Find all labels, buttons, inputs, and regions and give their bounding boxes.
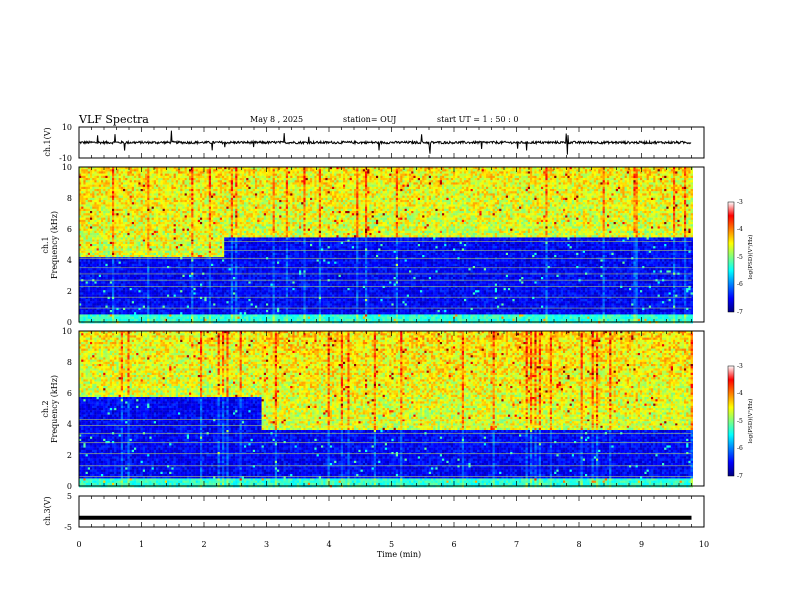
cb2-tick-m3: -3: [737, 363, 743, 370]
ch1-ytick-0: 0: [67, 318, 72, 327]
ch2-colorbar: -3 -4 -5 -6 -7 log(PSD)(V²/Hz): [728, 363, 754, 480]
cb1-tick-m6: -6: [737, 281, 743, 288]
ch1-ytick-2: 2: [67, 287, 72, 296]
ch1-frequency-label: Frequency (kHz): [50, 211, 59, 279]
x-tick-1: 1: [139, 540, 144, 549]
ch1-ytick-top: 10: [62, 123, 72, 132]
ch2-channel-label: ch.2: [41, 400, 50, 417]
ch2-ytick-6: 6: [67, 389, 72, 398]
x-tick-4: 4: [326, 540, 331, 549]
cb2-tick-m4: -4: [737, 390, 743, 397]
date-label: May 8 , 2025: [250, 115, 303, 124]
x-tick-7: 7: [514, 540, 519, 549]
x-tick-5: 5: [389, 540, 394, 549]
ch1-ytick-10: 10: [62, 163, 72, 172]
cb1-tick-m7: -7: [737, 309, 743, 316]
figure-title: VLF Spectra: [78, 113, 149, 126]
x-tick-0: 0: [76, 540, 81, 549]
ch2-ytick-10: 10: [62, 327, 72, 336]
ch2-ytick-8: 8: [67, 358, 72, 367]
x-tick-9: 9: [639, 540, 644, 549]
x-tick-10: 10: [699, 540, 709, 549]
ch2-ytick-2: 2: [67, 451, 72, 460]
cb2-tick-m6: -6: [737, 445, 743, 452]
cb1-tick-m4: -4: [737, 226, 743, 233]
ch2-spectrogram-panel: 10 8 6 4 2 0 ch.2 Frequency (kHz) -3 -4 …: [41, 327, 754, 491]
ch1-waveform-panel: 10 -10 ch.1(V): [43, 123, 704, 163]
ch1-ytick-8: 8: [67, 194, 72, 203]
ch1-ylabel: ch.1(V): [43, 127, 52, 156]
x-tick-8: 8: [576, 540, 581, 549]
ch1-ytick-4: 4: [67, 256, 72, 265]
x-tick-6: 6: [451, 540, 456, 549]
ch1-spectrogram-image: [79, 167, 693, 323]
ch1-channel-label: ch.1: [41, 236, 50, 253]
ch2-spectrogram-image: [79, 331, 693, 487]
cb1-label: log(PSD)(V²/Hz): [747, 235, 754, 280]
cb2-tick-m5: -5: [737, 418, 743, 425]
ch1-colorbar: -3 -4 -5 -6 -7 log(PSD)(V²/Hz): [728, 199, 754, 316]
cb1-tick-m3: -3: [737, 199, 743, 206]
start-time-label: start UT = 1 : 50 : 0: [437, 115, 518, 124]
ch3-ylabel: ch.3(V): [43, 496, 52, 525]
x-axis-tick-labels: 0 1 2 3 4 5 6 7 8 9 10: [76, 540, 709, 549]
ch3-ytick-top: 5: [67, 492, 72, 501]
ch3-waveform-panel: 5 -5 ch.3(V): [43, 492, 704, 532]
station-label: station= OUJ: [343, 115, 396, 124]
ch3-ytick-bottom: -5: [64, 523, 72, 532]
cb2-label: log(PSD)(V²/Hz): [747, 399, 754, 444]
cb2-tick-m7: -7: [737, 473, 743, 480]
ch1-ytick-6: 6: [67, 225, 72, 234]
ch1-spectrogram-panel: 10 8 6 4 2 0 ch.1 Frequency (kHz) -3 -4 …: [41, 163, 754, 327]
ch2-frequency-label: Frequency (kHz): [50, 375, 59, 443]
x-tick-2: 2: [201, 540, 206, 549]
x-tick-3: 3: [264, 540, 269, 549]
ch2-ytick-0: 0: [67, 482, 72, 491]
cb1-tick-m5: -5: [737, 254, 743, 261]
ch2-ytick-4: 4: [67, 420, 72, 429]
x-axis-label: Time (min): [377, 550, 421, 559]
ch1-ytick-bottom: -10: [59, 154, 72, 163]
